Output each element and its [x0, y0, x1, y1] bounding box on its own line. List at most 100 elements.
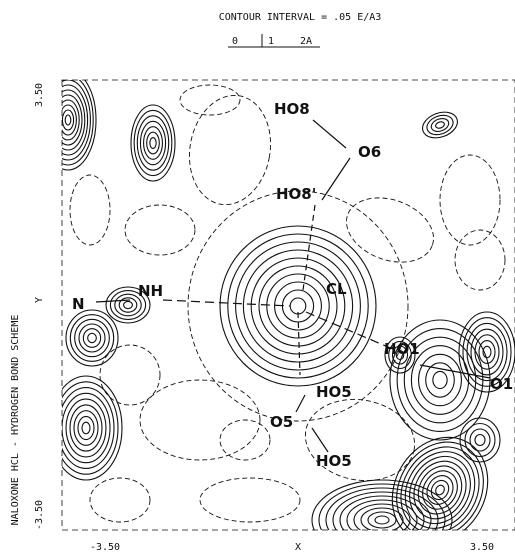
contour-line [62, 80, 97, 171]
scale-label: 0 [232, 36, 238, 47]
contour-line [87, 332, 97, 344]
contour-line [469, 428, 491, 452]
contour-line [422, 111, 458, 139]
contour-line [374, 515, 390, 525]
contour-line [62, 80, 91, 161]
contour-line [82, 328, 102, 348]
contour-line [62, 392, 111, 464]
contour-line [77, 415, 95, 441]
contour-line [118, 297, 138, 313]
contour-line [81, 421, 91, 435]
contour-line [114, 293, 142, 317]
contour-line [311, 479, 453, 530]
plot-frame [61, 79, 515, 531]
h-bond [297, 311, 301, 376]
contour-line [73, 410, 99, 446]
contour-line [418, 353, 462, 407]
x-axis-label: X [295, 542, 301, 553]
contour-line [130, 104, 176, 182]
contour-line [62, 84, 89, 156]
contour-line [146, 131, 160, 155]
contour-line [332, 491, 432, 530]
contour-line [235, 241, 361, 371]
h-bond [302, 204, 316, 291]
contour-line [62, 375, 123, 481]
contour-line [396, 328, 484, 432]
atom-label: N [72, 295, 85, 313]
contour-line [139, 120, 167, 166]
x-tick-label: -3.50 [90, 542, 120, 553]
contour-line [478, 340, 496, 364]
atom-labels: HO8 O6 HO8' NH N CL HO1 O1 HO5 O5 HO5 [72, 100, 513, 470]
contour-line [62, 109, 75, 131]
atom-label: HO1 [384, 340, 420, 358]
atom-label: O6 [358, 143, 381, 161]
contour-line [464, 422, 496, 458]
contour-line [384, 336, 416, 374]
scale-label: 2A [300, 36, 312, 47]
contour-line [425, 362, 455, 398]
contour-line [74, 318, 110, 358]
contour-line [62, 89, 86, 151]
contour-line-negative [124, 204, 196, 256]
contour-line [474, 433, 486, 447]
header-title: CONTOUR INTERVAL = .05 E/A3 [219, 12, 382, 23]
contour-line [409, 455, 471, 525]
y-axis-label: Y [34, 297, 45, 303]
side-title: NALOXONE HCL - HYDROGEN BOND SCHEME [10, 315, 21, 526]
contour-line [470, 328, 504, 376]
x-tick-label: 3.50 [470, 542, 494, 553]
contour-line [136, 115, 170, 171]
contour-line [426, 114, 454, 136]
contour-line [430, 118, 450, 132]
contour-line [65, 398, 107, 458]
y-tick-label: -3.50 [34, 500, 45, 530]
contour-line [143, 126, 163, 160]
contour-line [325, 487, 439, 530]
contour-line-negative [187, 190, 409, 422]
bond [295, 394, 306, 413]
contour-line-negative [439, 154, 501, 246]
contour-line [404, 451, 476, 529]
contour-line-negative [199, 477, 301, 523]
contour-line [62, 80, 94, 166]
contour-line-negative [346, 197, 434, 263]
contour-line [64, 114, 72, 126]
contour-line [367, 511, 397, 529]
contour-line [430, 479, 450, 501]
contour-line [417, 465, 463, 515]
contour-line [346, 499, 418, 530]
contour-line [474, 334, 500, 370]
contour-line [62, 381, 119, 475]
contour-line [353, 503, 411, 530]
contour-line [274, 281, 322, 331]
contour-line [413, 460, 467, 520]
contour-line-negative [69, 174, 111, 246]
bond [95, 299, 131, 303]
contour-line [410, 345, 470, 415]
y-tick-label: 3.50 [34, 83, 45, 107]
contour-line [289, 297, 307, 315]
contour-line-negative [454, 229, 506, 291]
contour-line [403, 336, 477, 424]
contour-line [391, 436, 489, 530]
contour-line [149, 137, 157, 149]
contour-line-negative [304, 399, 416, 481]
atom-label: HO8' [276, 185, 316, 203]
contour-line [389, 319, 491, 441]
atom-label: HO8 [274, 100, 310, 118]
contour-line [242, 249, 354, 363]
bonds [95, 119, 491, 453]
contour-line [466, 322, 508, 382]
contour-line [266, 273, 330, 339]
contour-line [69, 314, 115, 362]
contour-line [459, 417, 501, 463]
contour-line-negative [99, 344, 161, 406]
contour-line-negative [219, 419, 271, 461]
contour-line [339, 495, 425, 530]
contour-line [258, 265, 338, 347]
contour-line [219, 225, 377, 387]
contour-line [105, 286, 151, 324]
contour-line [65, 309, 119, 367]
